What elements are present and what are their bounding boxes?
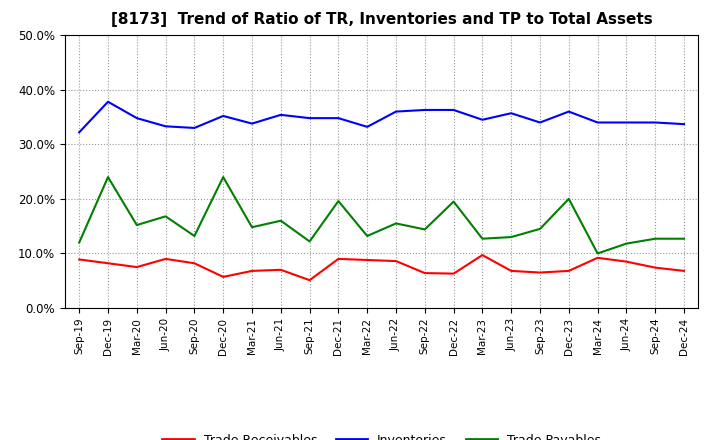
Trade Payables: [622, 241, 631, 246]
Trade Receivables: [219, 274, 228, 279]
Title: [8173]  Trend of Ratio of TR, Inventories and TP to Total Assets: [8173] Trend of Ratio of TR, Inventories…: [111, 12, 652, 27]
Trade Payables: [276, 218, 285, 224]
Trade Payables: [680, 236, 688, 242]
Inventories: [305, 115, 314, 121]
Trade Receivables: [449, 271, 458, 276]
Inventories: [507, 110, 516, 116]
Inventories: [334, 115, 343, 121]
Legend: Trade Receivables, Inventories, Trade Payables: Trade Receivables, Inventories, Trade Pa…: [157, 429, 606, 440]
Trade Receivables: [593, 255, 602, 260]
Trade Payables: [334, 198, 343, 204]
Inventories: [593, 120, 602, 125]
Inventories: [276, 112, 285, 117]
Trade Payables: [449, 199, 458, 204]
Trade Payables: [363, 233, 372, 238]
Trade Payables: [392, 221, 400, 226]
Trade Receivables: [680, 268, 688, 274]
Trade Payables: [593, 251, 602, 256]
Trade Payables: [75, 240, 84, 245]
Inventories: [564, 109, 573, 114]
Trade Receivables: [104, 260, 112, 266]
Trade Receivables: [334, 256, 343, 261]
Trade Receivables: [161, 256, 170, 261]
Trade Receivables: [276, 267, 285, 272]
Trade Receivables: [651, 265, 660, 270]
Trade Receivables: [305, 278, 314, 283]
Inventories: [478, 117, 487, 122]
Trade Receivables: [248, 268, 256, 274]
Inventories: [219, 114, 228, 119]
Trade Receivables: [420, 271, 429, 276]
Trade Receivables: [507, 268, 516, 274]
Trade Receivables: [536, 270, 544, 275]
Trade Receivables: [132, 264, 141, 270]
Inventories: [680, 121, 688, 127]
Inventories: [161, 124, 170, 129]
Trade Receivables: [75, 257, 84, 262]
Line: Trade Receivables: Trade Receivables: [79, 255, 684, 280]
Trade Payables: [132, 223, 141, 228]
Inventories: [363, 124, 372, 129]
Inventories: [104, 99, 112, 104]
Inventories: [622, 120, 631, 125]
Inventories: [651, 120, 660, 125]
Trade Payables: [248, 224, 256, 230]
Trade Receivables: [363, 257, 372, 263]
Line: Inventories: Inventories: [79, 102, 684, 132]
Trade Payables: [478, 236, 487, 242]
Trade Payables: [305, 239, 314, 244]
Trade Receivables: [564, 268, 573, 274]
Trade Payables: [536, 226, 544, 231]
Trade Payables: [161, 214, 170, 219]
Inventories: [248, 121, 256, 126]
Inventories: [75, 130, 84, 135]
Inventories: [132, 115, 141, 121]
Trade Payables: [190, 233, 199, 238]
Trade Receivables: [478, 253, 487, 258]
Trade Payables: [507, 235, 516, 240]
Trade Receivables: [190, 260, 199, 266]
Inventories: [420, 107, 429, 113]
Trade Payables: [219, 174, 228, 180]
Trade Receivables: [622, 259, 631, 264]
Line: Trade Payables: Trade Payables: [79, 177, 684, 253]
Inventories: [190, 125, 199, 131]
Trade Payables: [420, 227, 429, 232]
Inventories: [392, 109, 400, 114]
Trade Receivables: [392, 258, 400, 264]
Inventories: [536, 120, 544, 125]
Inventories: [449, 107, 458, 113]
Trade Payables: [104, 174, 112, 180]
Trade Payables: [564, 196, 573, 202]
Trade Payables: [651, 236, 660, 242]
